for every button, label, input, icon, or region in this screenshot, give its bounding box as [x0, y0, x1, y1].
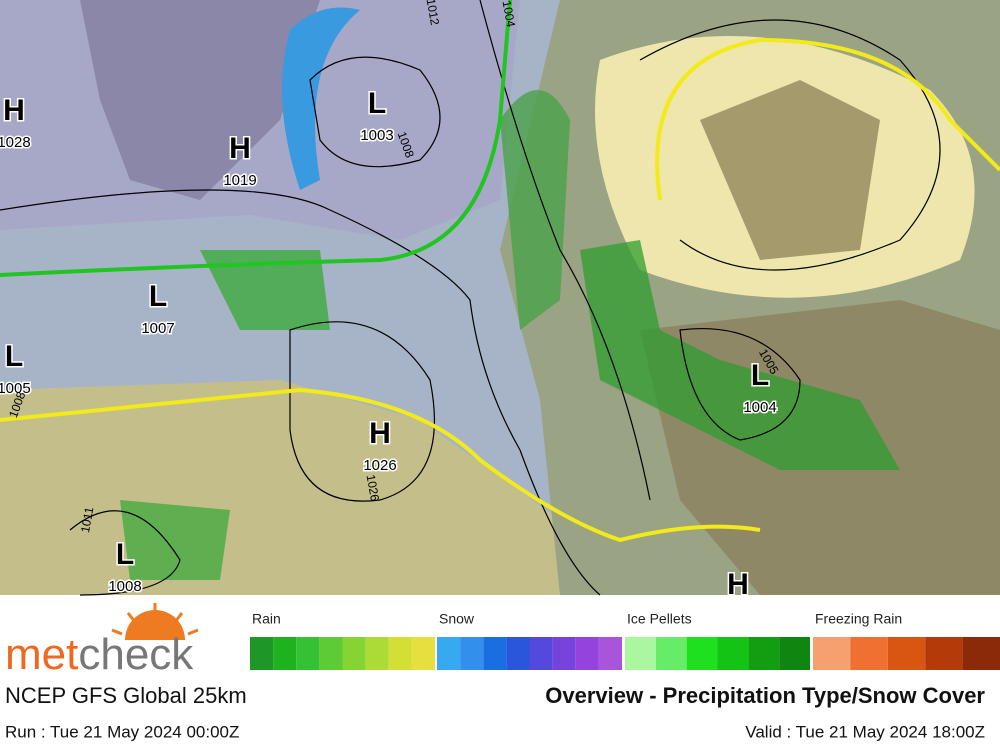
- rain-europe: [580, 240, 900, 470]
- legend-swatch: [962, 637, 1000, 670]
- legend-label: Freezing Rain: [815, 611, 902, 627]
- pressure-symbol: H: [229, 132, 251, 165]
- legend-swatch: [388, 637, 412, 670]
- pressure-symbol: L: [149, 280, 167, 313]
- isobar-label: 1004: [500, 0, 518, 29]
- freezing-level: [0, 387, 761, 543]
- isobar: [69, 510, 181, 596]
- isobar-label: 1012: [424, 0, 442, 27]
- legend-swatch: [506, 637, 530, 670]
- legend-swatch: [625, 637, 656, 670]
- legend-swatch: [575, 637, 599, 670]
- legend-label: Rain: [252, 611, 281, 627]
- isobar: [309, 56, 441, 168]
- pressure-value: 1026: [363, 457, 396, 474]
- legend-label: Ice Pellets: [627, 611, 692, 627]
- legend: Rain Snow Ice Pellets Freezing Rain: [250, 611, 1000, 670]
- snow-line: [0, 0, 512, 277]
- legend-swatch: [273, 637, 297, 670]
- logo: metcheck: [5, 603, 199, 679]
- sun-icon: [125, 610, 185, 640]
- valid-time: Valid : Tue 21 May 2024 18:00Z: [745, 722, 985, 741]
- isobar: [679, 327, 801, 441]
- pressure-value: 1003: [360, 127, 393, 144]
- legend-swatch: [887, 637, 926, 670]
- legend-swatch: [598, 637, 622, 670]
- pressure-value: 1008: [108, 578, 141, 595]
- legend-swatch: [460, 637, 484, 670]
- legend-swatch: [437, 637, 461, 670]
- rain-area: [200, 250, 330, 330]
- isobar-label: 1011: [78, 506, 96, 534]
- snow-cover: [282, 7, 360, 190]
- legend-swatch: [850, 637, 888, 670]
- pressure-symbol: H: [369, 417, 391, 450]
- legend-swatch: [365, 637, 389, 670]
- run-time: Run : Tue 21 May 2024 00:00Z: [5, 722, 239, 741]
- legend-swatch: [748, 637, 780, 670]
- rain-atlantic: [120, 500, 230, 580]
- brand: metcheck: [5, 630, 194, 679]
- map: H 1028 H 1019 L 1003 L 1007 L 1005 H 1026 L 1008 L 1004…: [0, 0, 1000, 602]
- sun-rays: [111, 603, 199, 636]
- isobar: [0, 189, 601, 596]
- pressure-value: 1007: [141, 320, 174, 337]
- pressure-symbol: L: [368, 87, 386, 120]
- pressure-value: 1004: [743, 399, 776, 416]
- pressure-symbol: L: [5, 340, 23, 373]
- brand-met: met: [5, 630, 78, 679]
- legend-swatch: [250, 637, 274, 670]
- isobar-label: 1026: [364, 473, 382, 502]
- legend-swatch: [813, 637, 851, 670]
- legend-swatch: [655, 637, 687, 670]
- scandinavia: [700, 80, 880, 260]
- pressure-symbol: L: [116, 538, 134, 571]
- pressure-value: 1028: [0, 134, 31, 151]
- legend-swatch: [779, 637, 810, 670]
- model-name: NCEP GFS Global 25km: [5, 683, 247, 708]
- isobar: [639, 19, 941, 271]
- legend-swatch: [319, 637, 343, 670]
- legend-swatch: [411, 637, 435, 670]
- legend-swatch: [529, 637, 553, 670]
- isobar: [289, 321, 436, 502]
- isobar: [479, 0, 651, 501]
- legend-swatch: [342, 637, 366, 670]
- legend-swatch: [686, 637, 718, 670]
- freezing-level: [655, 37, 1000, 201]
- legend-swatch: [552, 637, 576, 670]
- legend-swatch: [483, 637, 507, 670]
- rain-band: [500, 90, 570, 330]
- legend-label: Snow: [439, 611, 475, 627]
- pressure-value: 1019: [223, 172, 256, 189]
- pressure-symbol: H: [727, 568, 749, 601]
- pressure-symbol: L: [751, 359, 769, 392]
- pressure-value: 1005: [0, 380, 31, 397]
- greenland: [80, 0, 320, 200]
- legend-swatch: [296, 637, 320, 670]
- map-title: Overview - Precipitation Type/Snow Cover: [545, 683, 985, 708]
- legend-swatch: [717, 637, 749, 670]
- legend-swatch: [925, 637, 963, 670]
- map-labels: H 1028 H 1019 L 1003 L 1007 L 1005 H 1026 L 1008 L 1004…: [0, 0, 782, 602]
- brand-check: check: [78, 630, 194, 679]
- pressure-symbol: H: [3, 94, 25, 127]
